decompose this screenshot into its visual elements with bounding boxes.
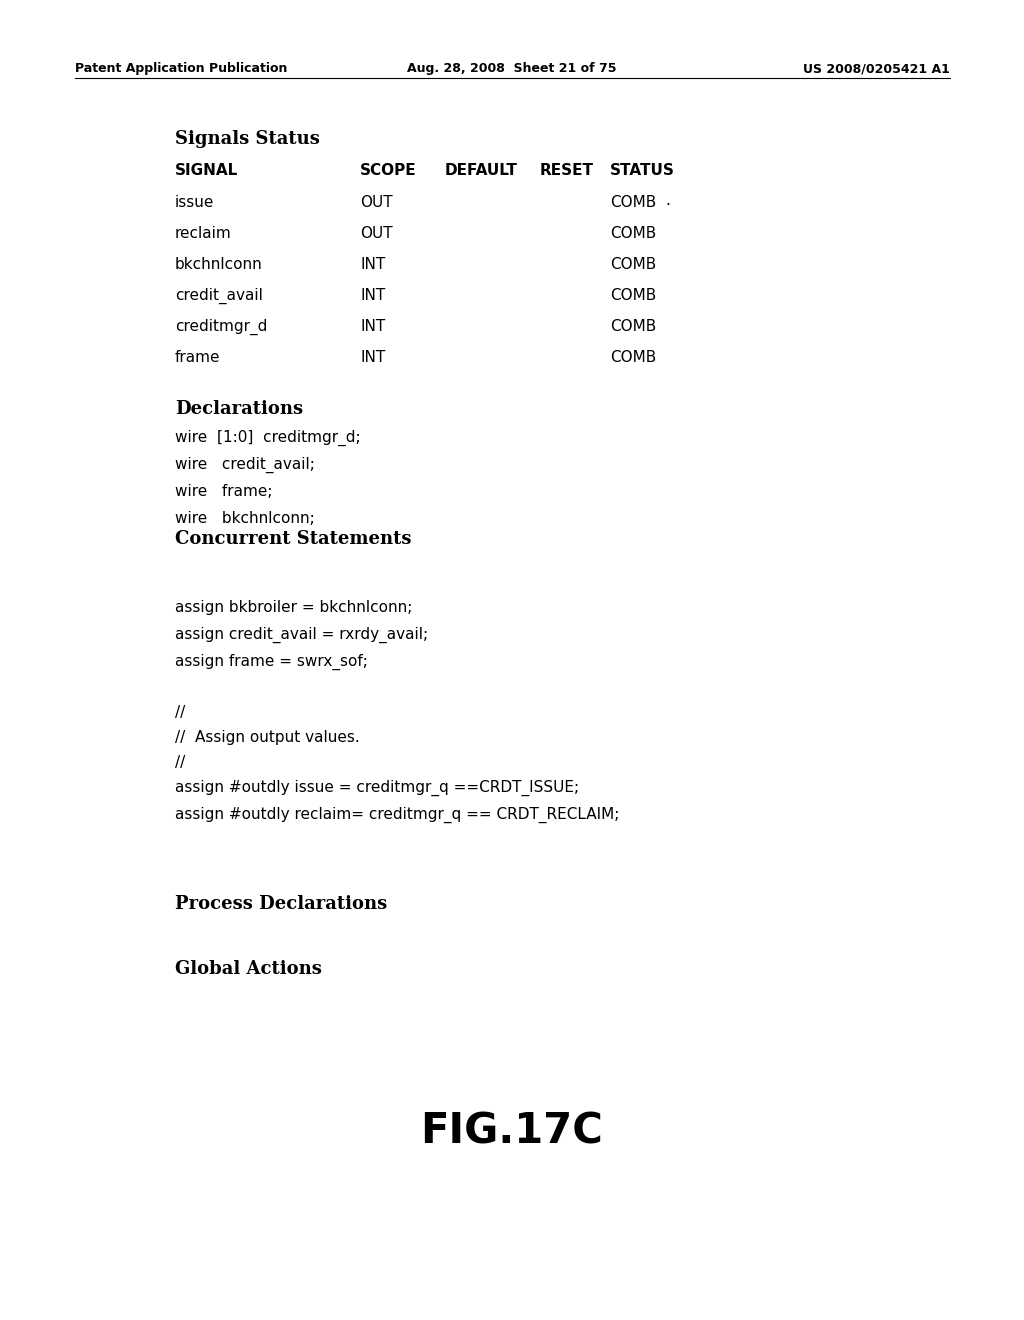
Text: Aug. 28, 2008  Sheet 21 of 75: Aug. 28, 2008 Sheet 21 of 75 <box>408 62 616 75</box>
Text: US 2008/0205421 A1: US 2008/0205421 A1 <box>803 62 950 75</box>
Text: SIGNAL: SIGNAL <box>175 162 239 178</box>
Text: OUT: OUT <box>360 195 392 210</box>
Text: frame: frame <box>175 350 220 366</box>
Text: assign credit_avail = rxrdy_avail;: assign credit_avail = rxrdy_avail; <box>175 627 428 643</box>
Text: STATUS: STATUS <box>610 162 675 178</box>
Text: INT: INT <box>360 257 385 272</box>
Text: COMB: COMB <box>610 350 656 366</box>
Text: wire   frame;: wire frame; <box>175 484 272 499</box>
Text: Process Declarations: Process Declarations <box>175 895 387 913</box>
Text: issue: issue <box>175 195 214 210</box>
Text: Concurrent Statements: Concurrent Statements <box>175 531 412 548</box>
Text: Global Actions: Global Actions <box>175 960 322 978</box>
Text: RESET: RESET <box>540 162 594 178</box>
Text: Patent Application Publication: Patent Application Publication <box>75 62 288 75</box>
Text: ·: · <box>665 198 670 213</box>
Text: wire  [1:0]  creditmgr_d;: wire [1:0] creditmgr_d; <box>175 430 360 446</box>
Text: FIG.17C: FIG.17C <box>421 1110 603 1152</box>
Text: //: // <box>175 705 185 719</box>
Text: assign #outdly issue = creditmgr_q ==CRDT_ISSUE;: assign #outdly issue = creditmgr_q ==CRD… <box>175 780 580 796</box>
Text: DEFAULT: DEFAULT <box>445 162 518 178</box>
Text: INT: INT <box>360 350 385 366</box>
Text: assign frame = swrx_sof;: assign frame = swrx_sof; <box>175 653 368 671</box>
Text: Declarations: Declarations <box>175 400 303 418</box>
Text: COMB: COMB <box>610 195 656 210</box>
Text: bkchnlconn: bkchnlconn <box>175 257 263 272</box>
Text: reclaim: reclaim <box>175 226 231 242</box>
Text: SCOPE: SCOPE <box>360 162 417 178</box>
Text: creditmgr_d: creditmgr_d <box>175 319 267 335</box>
Text: assign bkbroiler = bkchnlconn;: assign bkbroiler = bkchnlconn; <box>175 601 413 615</box>
Text: COMB: COMB <box>610 288 656 304</box>
Text: COMB: COMB <box>610 319 656 334</box>
Text: Signals Status: Signals Status <box>175 129 319 148</box>
Text: wire   bkchnlconn;: wire bkchnlconn; <box>175 511 314 525</box>
Text: //  Assign output values.: // Assign output values. <box>175 730 359 744</box>
Text: COMB: COMB <box>610 257 656 272</box>
Text: OUT: OUT <box>360 226 392 242</box>
Text: //: // <box>175 755 185 770</box>
Text: assign #outdly reclaim= creditmgr_q == CRDT_RECLAIM;: assign #outdly reclaim= creditmgr_q == C… <box>175 807 620 824</box>
Text: wire   credit_avail;: wire credit_avail; <box>175 457 314 473</box>
Text: INT: INT <box>360 319 385 334</box>
Text: INT: INT <box>360 288 385 304</box>
Text: credit_avail: credit_avail <box>175 288 263 304</box>
Text: COMB: COMB <box>610 226 656 242</box>
